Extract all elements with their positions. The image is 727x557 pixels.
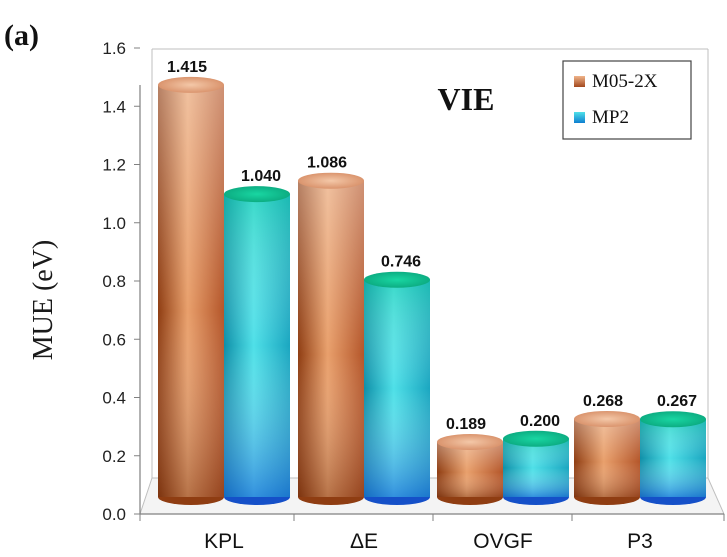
y-tick-label: 0.8 bbox=[102, 272, 126, 291]
bar-top-cap bbox=[640, 411, 706, 428]
bar-top-cap bbox=[298, 172, 364, 189]
bar-shading bbox=[574, 418, 640, 497]
y-tick-label: 1.2 bbox=[102, 156, 126, 175]
bar-shading bbox=[364, 279, 430, 497]
data-label-m05-2x-1: 1.086 bbox=[307, 155, 347, 172]
bar-mp2-1 bbox=[364, 271, 430, 505]
bar-shading bbox=[503, 438, 569, 497]
bar-shading bbox=[298, 180, 364, 497]
x-tick-label: P3 bbox=[627, 530, 653, 553]
bar-shading bbox=[158, 84, 224, 497]
y-tick-label: 0.6 bbox=[102, 330, 126, 349]
bar-shading bbox=[437, 441, 503, 497]
chart-title: VIE bbox=[438, 81, 495, 117]
data-label-m05-2x-3: 0.268 bbox=[583, 393, 623, 410]
legend-label-m05-2x: M05-2X bbox=[592, 71, 658, 92]
bar-top-cap bbox=[158, 76, 224, 93]
data-label-m05-2x-0: 1.415 bbox=[167, 59, 207, 76]
data-label-mp2-2: 0.200 bbox=[520, 413, 560, 430]
y-tick-label: 1.6 bbox=[102, 39, 126, 58]
bar-shading bbox=[224, 194, 290, 497]
x-axis-ticks: KPL ΔE OVGF P3 bbox=[139, 514, 725, 553]
data-label-mp2-3: 0.267 bbox=[657, 393, 697, 410]
data-label-mp2-0: 1.040 bbox=[241, 168, 281, 185]
x-tick-label: OVGF bbox=[473, 530, 533, 553]
data-labels: 1.415 1.040 1.086 0.746 0.189 0.200 0.268 0.267 bbox=[167, 59, 697, 433]
bar-top-cap bbox=[503, 430, 569, 447]
bar-top-cap bbox=[437, 433, 503, 450]
bar-m05-2x-1 bbox=[298, 172, 364, 505]
legend: M05-2X MP2 bbox=[562, 60, 692, 140]
bar-shading bbox=[640, 419, 706, 497]
legend-label-mp2: MP2 bbox=[592, 107, 629, 128]
bar-m05-2x-3 bbox=[574, 410, 640, 505]
bar-mp2-2 bbox=[503, 430, 569, 505]
x-tick-label: ΔE bbox=[350, 530, 378, 553]
y-axis-title: MUE (eV) bbox=[28, 240, 59, 361]
bar-top-cap bbox=[574, 410, 640, 427]
y-tick-label: 0.2 bbox=[102, 447, 126, 466]
bar-m05-2x-0 bbox=[158, 76, 224, 505]
legend-swatch-mp2 bbox=[574, 112, 585, 123]
bars bbox=[158, 76, 706, 505]
panel-label: (a) bbox=[4, 19, 39, 52]
legend-swatch-m05-2x bbox=[574, 76, 585, 87]
data-label-m05-2x-2: 0.189 bbox=[446, 416, 486, 433]
bar-top-cap bbox=[364, 271, 430, 288]
y-tick-label: 0.0 bbox=[102, 505, 126, 524]
bar-mp2-3 bbox=[640, 411, 706, 505]
legend-box bbox=[562, 60, 692, 140]
bar-m05-2x-2 bbox=[437, 433, 503, 505]
data-label-mp2-1: 0.746 bbox=[381, 254, 421, 271]
bar-mp2-0 bbox=[224, 186, 290, 505]
x-tick-label: KPL bbox=[204, 530, 244, 553]
bar-top-cap bbox=[224, 186, 290, 203]
y-tick-label: 1.4 bbox=[102, 97, 126, 116]
y-axis-ticks: 0.0 0.2 0.4 0.6 0.8 1.0 1.2 1.4 1.6 bbox=[102, 39, 140, 524]
y-tick-label: 1.0 bbox=[102, 214, 126, 233]
y-tick-label: 0.4 bbox=[102, 389, 126, 408]
